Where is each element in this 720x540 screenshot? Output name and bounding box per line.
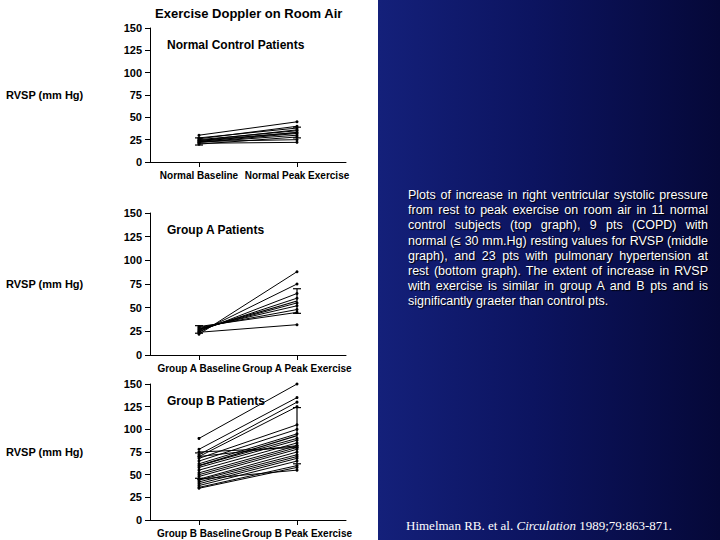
svg-text:100: 100 xyxy=(124,423,142,435)
svg-text:75: 75 xyxy=(130,278,142,290)
html-text:Himelman RB. et al. Circulatio: Himelman RB. et al. Circulation 1989;79:… xyxy=(406,518,672,533)
svg-text:Normal Peak Exercise: Normal Peak Exercise xyxy=(245,170,350,181)
svg-text:50: 50 xyxy=(130,302,142,314)
svg-text:Group A Peak Exercise: Group A Peak Exercise xyxy=(242,363,352,374)
svg-text:150: 150 xyxy=(124,378,142,390)
svg-text:Group B Baseline: Group B Baseline xyxy=(157,528,241,539)
svg-text:RVSP (mm Hg): RVSP (mm Hg) xyxy=(6,446,84,458)
svg-text:0: 0 xyxy=(136,514,142,526)
svg-text:50: 50 xyxy=(130,469,142,481)
svg-text:25: 25 xyxy=(130,325,142,337)
svg-text:Exercise Doppler on Room Air: Exercise Doppler on Room Air xyxy=(155,6,342,21)
svg-text:Normal Baseline: Normal Baseline xyxy=(160,170,239,181)
svg-text:75: 75 xyxy=(130,446,142,458)
svg-text:0: 0 xyxy=(136,156,142,168)
svg-text:100: 100 xyxy=(124,254,142,266)
svg-text:125: 125 xyxy=(124,231,142,243)
svg-text:Group B Patients: Group B Patients xyxy=(167,394,265,408)
svg-text:100: 100 xyxy=(124,67,142,79)
svg-text:150: 150 xyxy=(124,207,142,219)
svg-text:Normal Control Patients: Normal Control Patients xyxy=(167,38,305,52)
svg-text:RVSP (mm Hg): RVSP (mm Hg) xyxy=(6,278,84,290)
svg-text:125: 125 xyxy=(124,401,142,413)
svg-text:RVSP (mm Hg): RVSP (mm Hg) xyxy=(6,89,84,101)
svg-text:Group B Peak Exercise: Group B Peak Exercise xyxy=(242,528,352,539)
svg-text:Group A Patients: Group A Patients xyxy=(167,223,264,237)
svg-text:0: 0 xyxy=(136,349,142,361)
svg-text:Group A Baseline: Group A Baseline xyxy=(157,363,241,374)
svg-text:125: 125 xyxy=(124,44,142,56)
svg-text:25: 25 xyxy=(130,134,142,146)
svg-text:150: 150 xyxy=(124,22,142,34)
svg-text:25: 25 xyxy=(130,491,142,503)
svg-text:50: 50 xyxy=(130,111,142,123)
html-text:Plots of increase in right ven: Plots of increase in right ventricular s… xyxy=(408,188,708,309)
svg-text:75: 75 xyxy=(130,89,142,101)
